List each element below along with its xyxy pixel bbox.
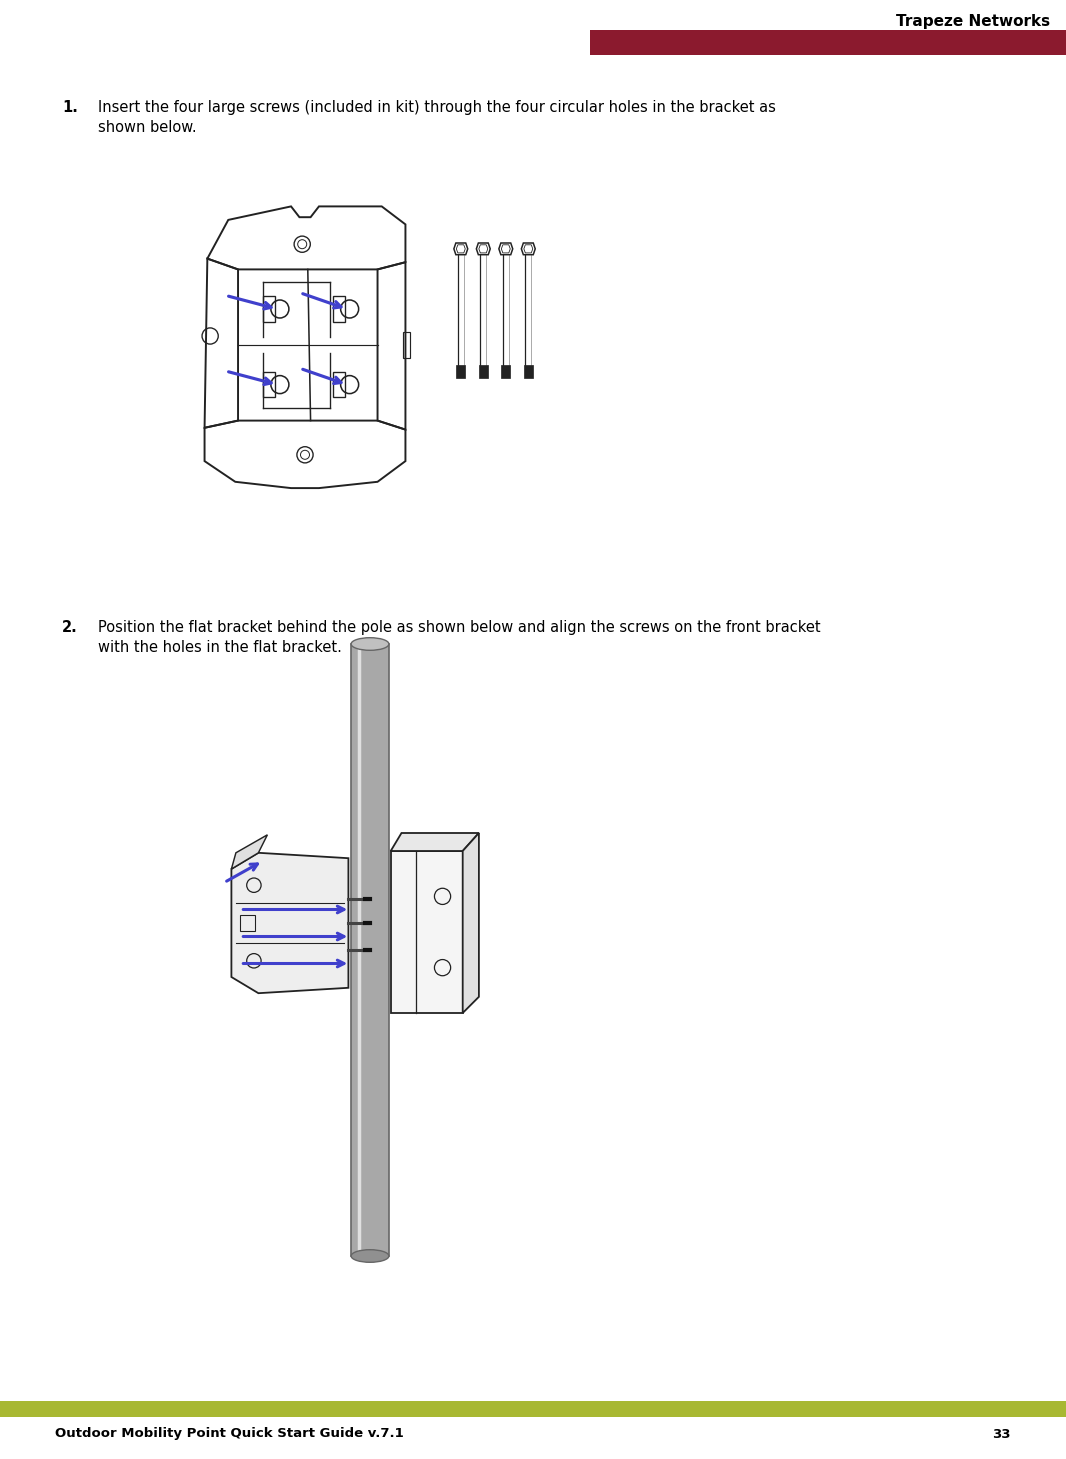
Bar	[333, 296, 345, 321]
Bar	[589, 31, 1066, 55]
Bar	[333, 372, 345, 397]
Polygon shape	[391, 833, 479, 851]
Ellipse shape	[351, 638, 389, 651]
Text: Position the flat bracket behind the pole as shown below and align the screws on: Position the flat bracket behind the pol…	[98, 620, 821, 635]
Bar	[403, 333, 409, 357]
Text: Outdoor Mobility Point Quick Start Guide v.7.1: Outdoor Mobility Point Quick Start Guide…	[55, 1427, 404, 1440]
Polygon shape	[231, 835, 268, 870]
Bar	[241, 915, 255, 931]
Bar	[391, 851, 463, 1013]
Text: 2.: 2.	[62, 620, 78, 635]
Polygon shape	[231, 854, 349, 994]
Bar	[479, 365, 488, 378]
Text: with the holes in the flat bracket.: with the holes in the flat bracket.	[98, 641, 342, 655]
Bar	[351, 643, 389, 1256]
Bar	[0, 1401, 1066, 1417]
Bar	[263, 372, 275, 397]
Text: Insert the four large screws (included in kit) through the four circular holes i: Insert the four large screws (included i…	[98, 101, 776, 115]
Ellipse shape	[351, 1250, 389, 1262]
Polygon shape	[463, 833, 479, 1013]
Bar	[263, 296, 275, 321]
Bar	[456, 365, 465, 378]
Text: 33: 33	[992, 1427, 1011, 1440]
Bar	[523, 365, 533, 378]
Text: 1.: 1.	[62, 101, 78, 115]
Text: shown below.: shown below.	[98, 120, 196, 136]
Text: Trapeze Networks: Trapeze Networks	[895, 15, 1050, 29]
Bar	[501, 365, 511, 378]
